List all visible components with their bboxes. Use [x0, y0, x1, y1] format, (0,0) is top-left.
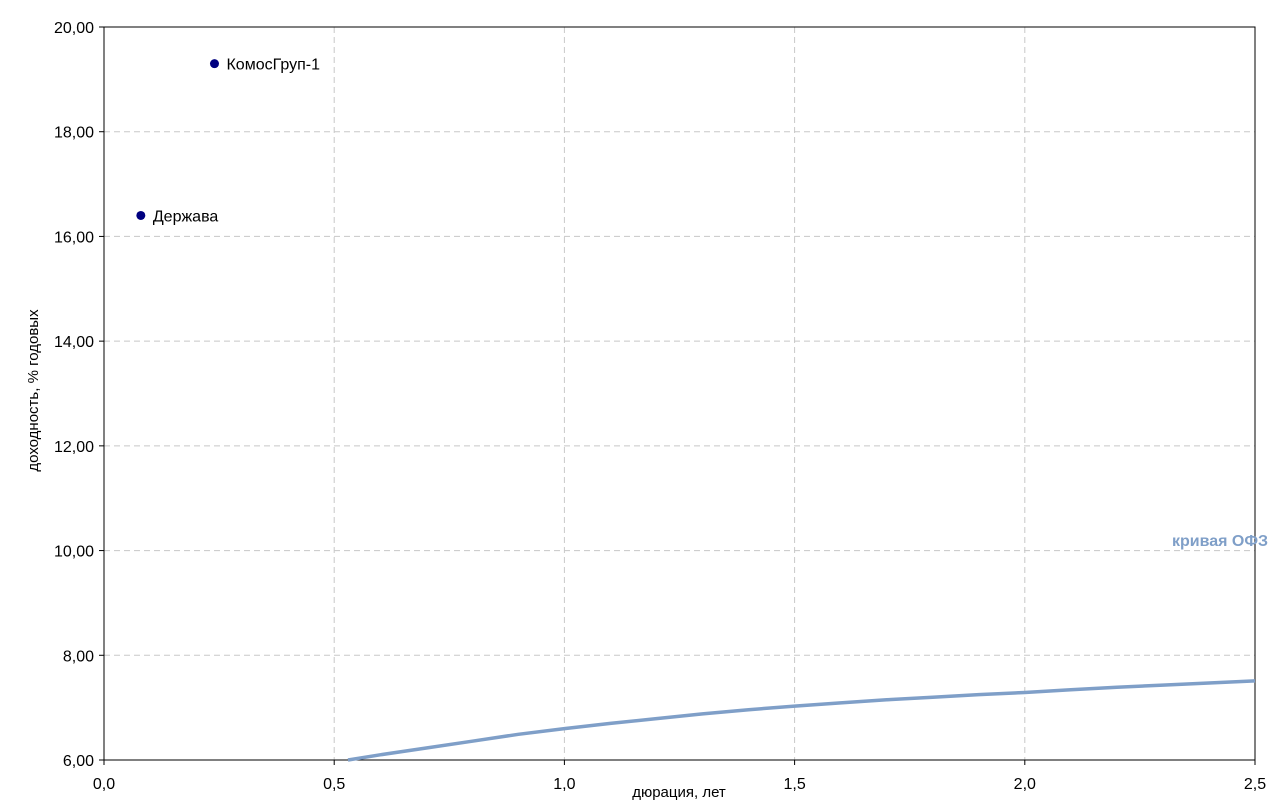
- x-tick-label: 0,5: [323, 776, 345, 793]
- y-tick-label: 12,00: [54, 439, 94, 456]
- y-tick-label: 18,00: [54, 125, 94, 142]
- grid-layer: [104, 27, 1255, 760]
- y-axis-title: доходность, % годовых: [25, 309, 42, 472]
- y-tick-label: 10,00: [54, 544, 94, 561]
- x-axis-title: дюрация, лет: [632, 784, 726, 801]
- x-tick-label: 1,0: [553, 776, 575, 793]
- x-tick-label: 0,0: [93, 776, 115, 793]
- x-tick-label: 1,5: [783, 776, 805, 793]
- bond-point: [136, 210, 146, 220]
- ofz-curve-label: кривая ОФЗ: [1172, 533, 1268, 550]
- y-tick-label: 8,00: [63, 648, 94, 665]
- y-tick-label: 20,00: [54, 20, 94, 37]
- y-tick-label: 16,00: [54, 229, 94, 246]
- bond-point-label: КомосГруп-1: [226, 57, 320, 74]
- y-tick-label: 6,00: [63, 753, 94, 770]
- x-tick-label: 2,5: [1244, 776, 1266, 793]
- y-tick-label: 14,00: [54, 334, 94, 351]
- ofz-curve-line: [347, 679, 1256, 762]
- series-layer: кривая ОФЗ КомосГруп-1 Держава: [136, 57, 1268, 762]
- bond-point: [209, 59, 219, 69]
- plot-area-frame: [103, 26, 1256, 761]
- bond-point-label: Держава: [153, 208, 219, 225]
- x-tick-label: 2,0: [1014, 776, 1036, 793]
- tick-layer: 0,0 0,5 1,0 1,5 2,0 2,5 6,00 8,00 10,00 12,00 14,0…: [54, 20, 1266, 793]
